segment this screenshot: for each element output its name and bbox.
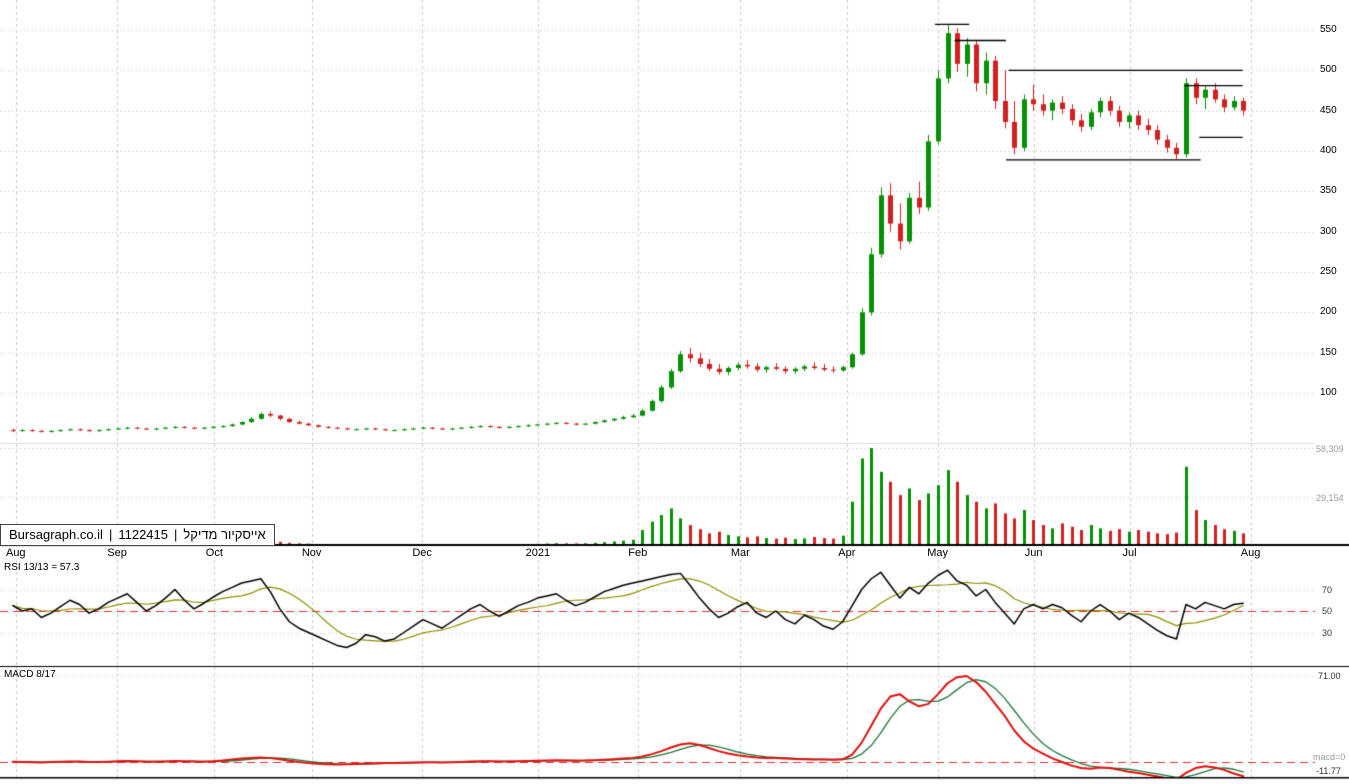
branding-box: Bursagraph.co.il | 1122415 | אייסקיור מד…	[0, 524, 275, 546]
macd-indicator-label: MACD 8/17	[4, 669, 56, 680]
site-name: Bursagraph.co.il	[9, 527, 103, 542]
security-id: 1122415	[118, 527, 168, 542]
rsi-panel[interactable]	[0, 560, 1315, 667]
separator: |	[108, 527, 113, 542]
rsi-indicator-label: RSI 13/13 = 57.3	[4, 562, 80, 573]
macd-panel[interactable]	[0, 667, 1315, 778]
price-panel[interactable]	[0, 0, 1315, 443]
security-name: אייסקיור מדיקל	[183, 527, 266, 542]
separator: |	[174, 527, 178, 542]
